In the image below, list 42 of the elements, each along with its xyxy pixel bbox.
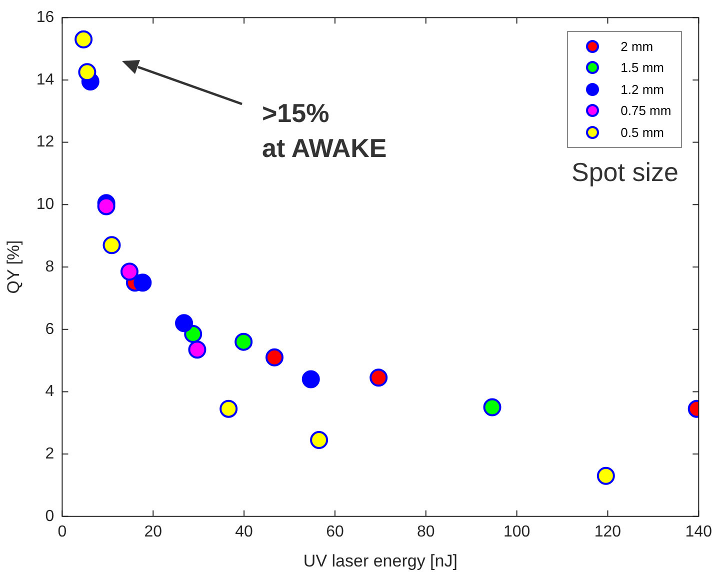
legend-label: 0.5 mm — [620, 124, 664, 140]
point — [220, 400, 238, 418]
point — [310, 431, 328, 450]
point — [302, 370, 320, 388]
point — [102, 236, 121, 254]
legend-label: 1.5 mm — [620, 60, 664, 76]
x-tick-label: 0 — [58, 523, 67, 540]
x-tick-label: 40 — [235, 523, 254, 540]
point — [134, 274, 152, 292]
point — [596, 466, 615, 485]
y-tick-label: 14 — [36, 71, 54, 88]
point — [234, 332, 253, 351]
legend-label: 2 mm — [620, 38, 654, 54]
y-tick-label: 6 — [45, 320, 54, 338]
y-tick-label: 2 — [45, 445, 54, 462]
point — [188, 340, 206, 359]
y-axis-title: QY [%] — [4, 240, 23, 294]
point — [74, 30, 93, 48]
point — [120, 262, 138, 281]
y-tick-label: 0 — [45, 508, 54, 525]
x-tick-label: 140 — [685, 523, 712, 540]
point — [175, 314, 194, 332]
y-tick-label: 8 — [45, 258, 54, 276]
x-tick-label: 80 — [416, 523, 435, 540]
y-tick-label: 12 — [36, 134, 54, 151]
y-tick-label: 4 — [45, 383, 54, 400]
x-tick-label: 120 — [594, 523, 622, 540]
point — [370, 368, 388, 387]
legend-label: 0.75 mm — [620, 103, 672, 118]
y-tick-label: 16 — [36, 9, 54, 26]
point — [78, 63, 96, 82]
point — [266, 348, 284, 366]
annotation: >15% at AWAKE — [262, 97, 387, 165]
point — [97, 197, 116, 216]
x-tick-label: 60 — [326, 523, 344, 540]
legend-title: Spot size — [572, 157, 678, 188]
x-tick-label: 100 — [503, 523, 530, 540]
x-axis-title: UV laser energy [nJ] — [303, 551, 458, 570]
legend-label: 1.2 mm — [620, 82, 664, 97]
y-tick-label: 10 — [36, 196, 54, 214]
point — [483, 398, 502, 416]
x-tick-label: 20 — [144, 523, 162, 540]
